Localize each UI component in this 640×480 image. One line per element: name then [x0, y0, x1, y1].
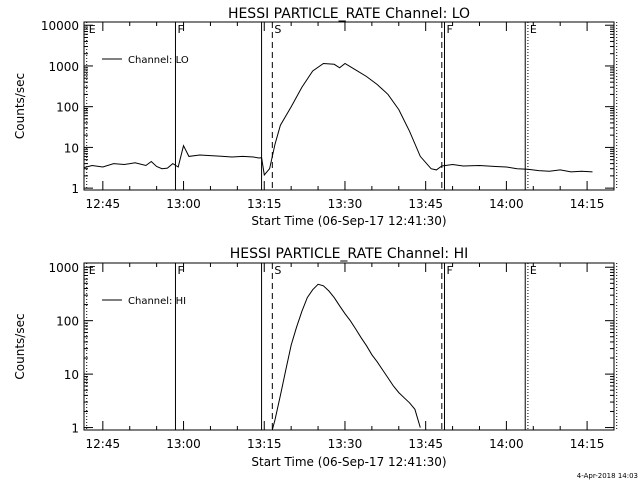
event-marker-label: S [274, 264, 281, 277]
x-tick-label: 14:00 [489, 437, 524, 451]
x-axis-label: Start Time (06-Sep-17 12:41:30) [251, 455, 446, 469]
event-marker-label: S [274, 23, 281, 36]
y-tick-label: 10000 [41, 19, 79, 33]
x-tick-label: 14:00 [489, 197, 524, 211]
y-tick-label: 1 [71, 422, 79, 436]
y-tick-label: 1000 [48, 261, 79, 275]
event-marker-label: F [177, 264, 183, 277]
timestamp: 4-Apr-2018 14:03 [577, 472, 638, 480]
x-axis-label: Start Time (06-Sep-17 12:41:30) [251, 214, 446, 228]
x-tick-label: 13:15 [247, 437, 282, 451]
x-tick-label: 13:00 [166, 197, 201, 211]
event-marker-label: F [447, 23, 453, 36]
x-tick-label: 13:30 [328, 437, 363, 451]
y-tick-label: 100 [56, 315, 79, 329]
chart-panel-hi: HESSI PARTICLE_RATE Channel: HI Counts/se… [13, 246, 618, 469]
x-tick-label: 13:45 [408, 197, 443, 211]
y-tick-label: 10 [64, 141, 79, 155]
x-tick-label: 12:45 [86, 437, 121, 451]
chart-title: HESSI PARTICLE_RATE Channel: LO [228, 6, 470, 22]
legend-entry: Channel: LO [128, 55, 189, 66]
y-axis-label: Counts/sec [13, 73, 27, 139]
plot-frame [83, 262, 615, 431]
x-tick-label: 13:15 [247, 197, 282, 211]
series-line-lo [83, 62, 593, 177]
event-marker-label: F [447, 264, 453, 277]
x-tick-label: 14:15 [570, 437, 605, 451]
x-tick-label: 14:15 [570, 197, 605, 211]
chart-panel-lo: HESSI PARTICLE_RATE Channel: LO Counts/se… [13, 6, 618, 228]
event-marker-label: F [177, 23, 183, 36]
legend-entry: Channel: HI [128, 296, 186, 307]
series-line-hi [271, 283, 421, 431]
event-marker-label: E [530, 264, 537, 277]
x-tick-label: 13:00 [166, 437, 201, 451]
y-tick-label: 1 [71, 182, 79, 196]
event-marker-label: E [89, 23, 96, 36]
y-tick-label: 10 [64, 368, 79, 382]
x-tick-label: 13:30 [328, 197, 363, 211]
y-tick-label: 100 [56, 101, 79, 115]
plot-frame [83, 21, 615, 191]
chart-title: HESSI PARTICLE_RATE Channel: HI [230, 246, 468, 262]
y-axis-label: Counts/sec [13, 313, 27, 379]
y-tick-label: 1000 [48, 60, 79, 74]
x-tick-label: 13:45 [408, 437, 443, 451]
event-marker-label: E [89, 264, 96, 277]
event-marker-label: E [530, 23, 537, 36]
x-tick-label: 12:45 [86, 197, 121, 211]
